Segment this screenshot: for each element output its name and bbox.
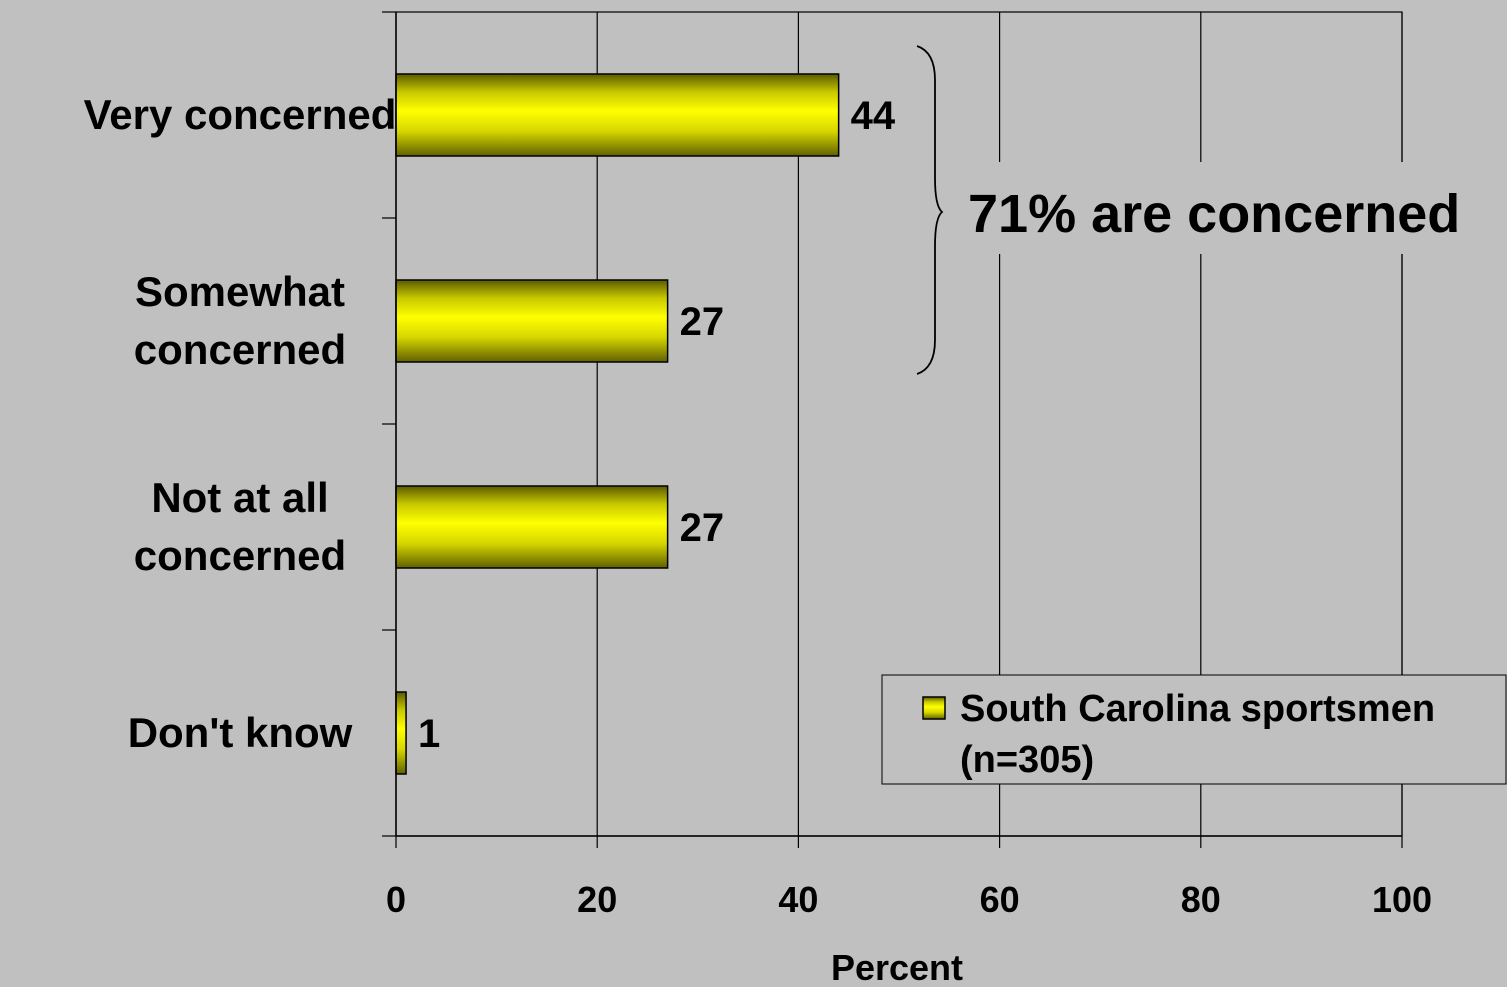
category-label-3: Don't know <box>128 709 353 756</box>
legend-label: South Carolina sportsmen (n=305) <box>960 688 1446 781</box>
annotation-text-bg <box>962 162 1507 254</box>
category-label-0-line-0: Very concerned <box>84 91 397 138</box>
annotation-brace <box>916 45 944 375</box>
legend-swatch <box>922 696 946 720</box>
category-label-1: Somewhat concerned <box>134 268 346 373</box>
axes <box>382 11 1403 848</box>
x-tick-labels: 0 20 40 60 80 100 <box>386 879 1432 920</box>
bar-1 <box>395 279 669 363</box>
data-label-3: 1 <box>418 712 440 756</box>
category-label-1-line-0: Somewhat <box>135 268 345 315</box>
category-label-2: Not at all concerned <box>134 474 346 579</box>
data-label-1: 27 <box>680 300 725 344</box>
x-tick-label-60: 60 <box>980 879 1020 920</box>
data-label-2: 27 <box>680 506 725 550</box>
x-tick-label-100: 100 <box>1372 879 1432 920</box>
annotation: 71% are concerned <box>916 45 1507 375</box>
category-label-3-line-0: Don't know <box>128 709 353 756</box>
annotation-text: 71% are concerned <box>968 184 1460 244</box>
x-tick-label-40: 40 <box>778 879 818 920</box>
x-tick-label-20: 20 <box>577 879 617 920</box>
bar-0 <box>395 73 840 157</box>
legend: South Carolina sportsmen (n=305) <box>881 674 1507 785</box>
bar-3 <box>395 691 407 775</box>
data-label-0: 44 <box>851 94 896 138</box>
x-tick-label-0: 0 <box>386 879 406 920</box>
legend-label-line-2: (n=305) <box>960 739 1094 781</box>
x-tick-label-80: 80 <box>1181 879 1221 920</box>
legend-label-line-1: South Carolina sportsmen <box>960 688 1435 730</box>
category-label-0: Very concerned <box>84 91 397 138</box>
legend-box <box>881 674 1507 785</box>
category-label-1-line-1: concerned <box>134 326 346 373</box>
category-label-2-line-0: Not at all <box>151 474 328 521</box>
bar-2 <box>395 485 669 569</box>
category-label-2-line-1: concerned <box>134 532 346 579</box>
data-labels: 44 27 27 1 <box>418 94 896 756</box>
x-axis-title: Percent <box>831 947 963 987</box>
